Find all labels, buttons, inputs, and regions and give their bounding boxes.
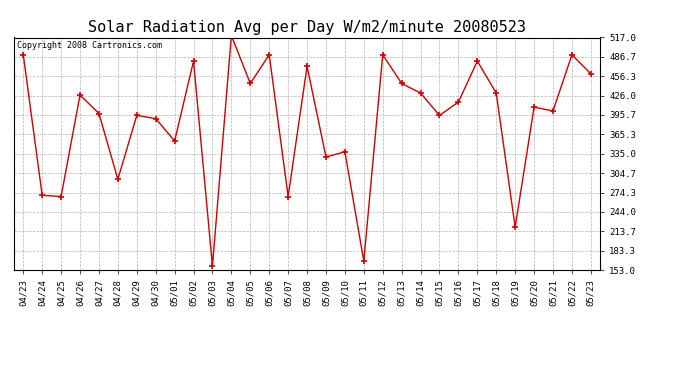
Text: Copyright 2008 Cartronics.com: Copyright 2008 Cartronics.com	[17, 41, 161, 50]
Title: Solar Radiation Avg per Day W/m2/minute 20080523: Solar Radiation Avg per Day W/m2/minute …	[88, 20, 526, 35]
